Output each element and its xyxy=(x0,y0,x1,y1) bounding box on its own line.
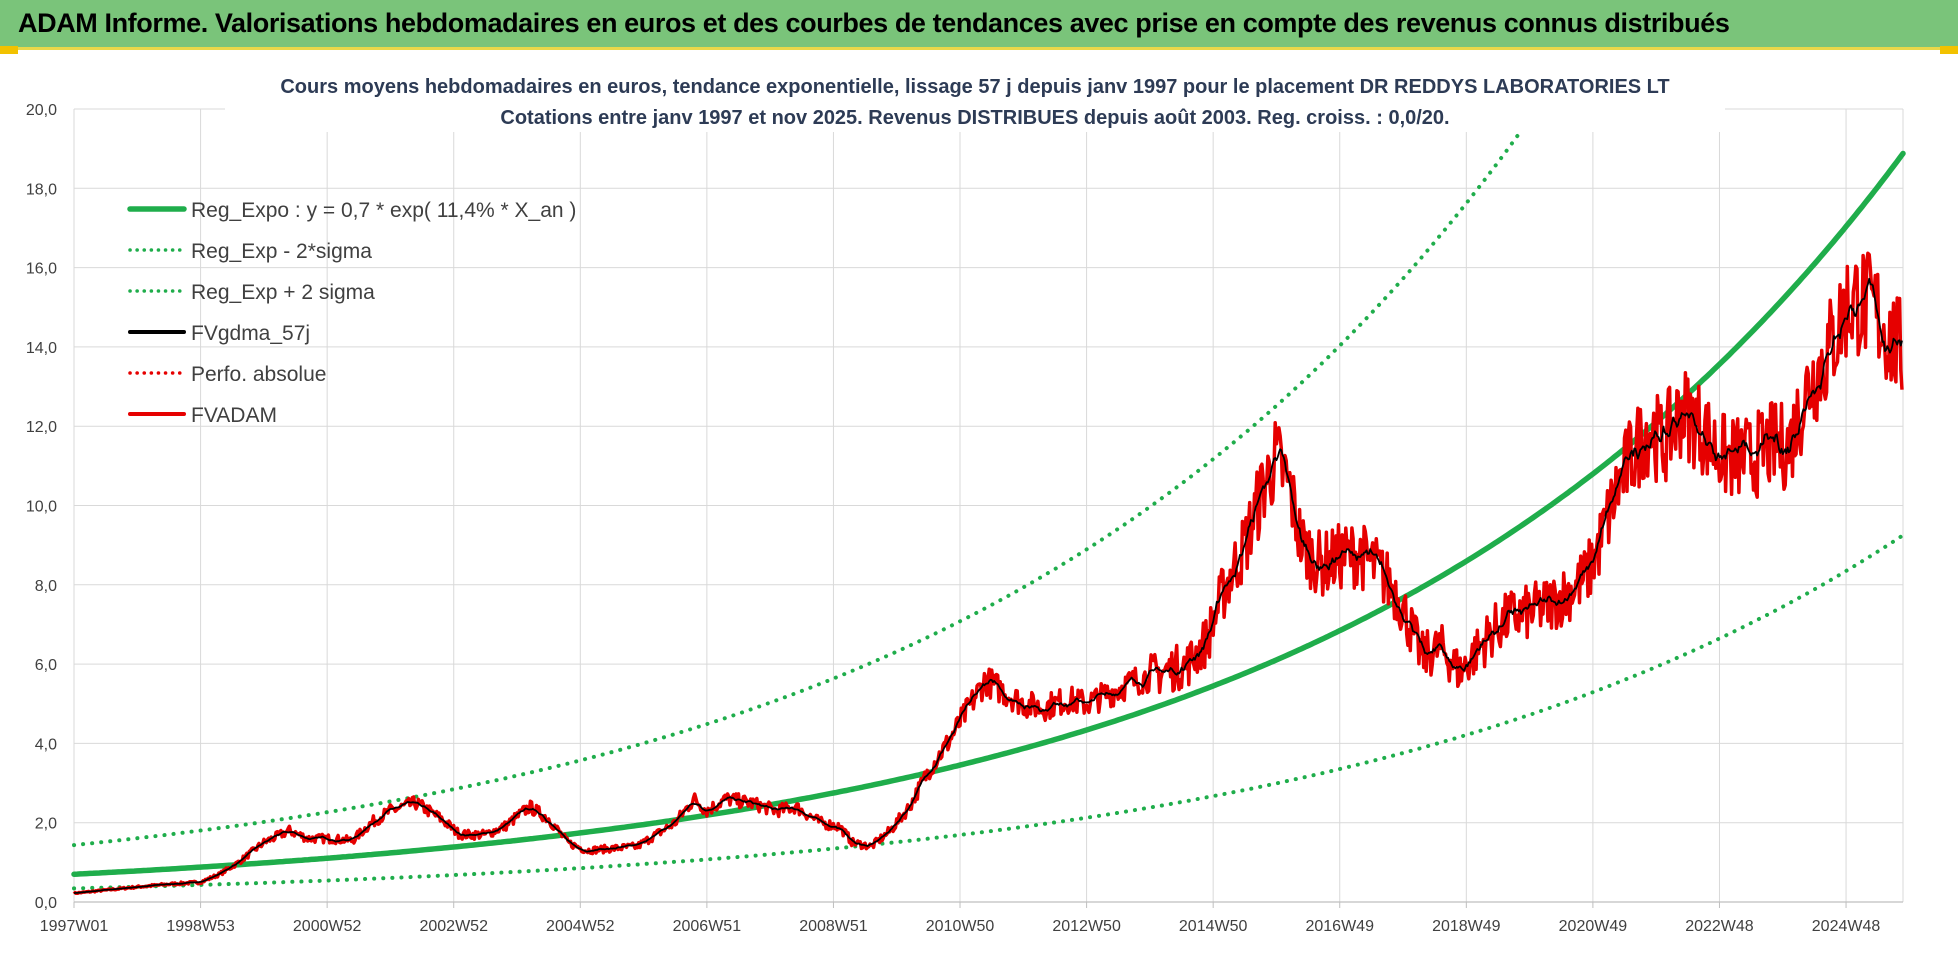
y-tick-label: 2,0 xyxy=(35,816,57,833)
legend-label: Reg_Exp + 2 sigma xyxy=(191,281,375,304)
y-tick-label: 16,0 xyxy=(26,261,57,278)
corner-marker-left xyxy=(0,46,18,54)
x-tick-label: 2020W49 xyxy=(1559,918,1628,935)
series-line xyxy=(71,150,1906,877)
x-tick-label: 2004W52 xyxy=(546,918,615,935)
y-tick-label: 4,0 xyxy=(35,736,57,753)
chart-title-line2: Cotations entre janv 1997 et nov 2025. R… xyxy=(500,107,1449,129)
x-tick-label: 1997W01 xyxy=(40,918,109,935)
chart: 0,02,04,06,08,010,012,014,016,018,020,0 … xyxy=(26,68,1906,935)
y-tick-label: 12,0 xyxy=(26,419,57,436)
legend-label: Perfo. absolue xyxy=(191,363,326,386)
corner-marker-right xyxy=(1940,46,1958,54)
x-tick-label: 2018W49 xyxy=(1432,918,1501,935)
title-banner: ADAM Informe. Valorisations hebdomadaire… xyxy=(0,0,1958,50)
chart-title-line1: Cours moyens hebdomadaires en euros, ten… xyxy=(280,76,1669,98)
x-tick-label: 2012W50 xyxy=(1052,918,1121,935)
y-tick-label: 8,0 xyxy=(35,578,57,595)
x-tick-label: 2002W52 xyxy=(419,918,488,935)
series-lines xyxy=(71,107,1906,896)
title-background xyxy=(225,68,1725,132)
y-tick-label: 0,0 xyxy=(35,895,57,912)
banner-title: ADAM Informe. Valorisations hebdomadaire… xyxy=(18,8,1730,38)
x-tick-label: 2022W48 xyxy=(1685,918,1754,935)
x-tick-label: 2016W49 xyxy=(1305,918,1374,935)
legend-label: Reg_Exp - 2*sigma xyxy=(191,240,372,263)
x-tick-label: 2006W51 xyxy=(673,918,742,935)
series-line xyxy=(72,251,1904,896)
y-axis-ticks: 0,0 2,0 4,0 6,0 8,0 10,0 12,0 14,0 16,0 18,0 20,0 xyxy=(26,102,57,912)
x-tick-label: 2024W48 xyxy=(1812,918,1881,935)
legend-label: FVgdma_57j xyxy=(191,322,310,345)
x-tick-label: 2010W50 xyxy=(926,918,995,935)
legend: Reg_Expo : y = 0,7 * exp( 11,4% * X_an )… xyxy=(127,199,576,427)
legend-label: FVADAM xyxy=(191,404,277,427)
legend-label: Reg_Expo : y = 0,7 * exp( 11,4% * X_an ) xyxy=(191,199,576,222)
gridlines xyxy=(73,108,1904,908)
x-tick-label: 1998W53 xyxy=(166,918,235,935)
series-line xyxy=(74,277,1903,894)
y-tick-label: 20,0 xyxy=(26,102,57,119)
x-tick-label: 2014W50 xyxy=(1179,918,1248,935)
series-line xyxy=(72,533,1905,891)
y-tick-label: 14,0 xyxy=(26,340,57,357)
x-tick-label: 2000W52 xyxy=(293,918,362,935)
x-axis-ticks: 1997W01 1998W53 2000W52 2002W52 2004W52 2006W… xyxy=(40,918,1881,935)
series-line xyxy=(72,107,1538,848)
y-tick-label: 6,0 xyxy=(35,657,57,674)
y-tick-label: 18,0 xyxy=(26,181,57,198)
y-tick-label: 10,0 xyxy=(26,499,57,516)
x-tick-label: 2008W51 xyxy=(799,918,868,935)
